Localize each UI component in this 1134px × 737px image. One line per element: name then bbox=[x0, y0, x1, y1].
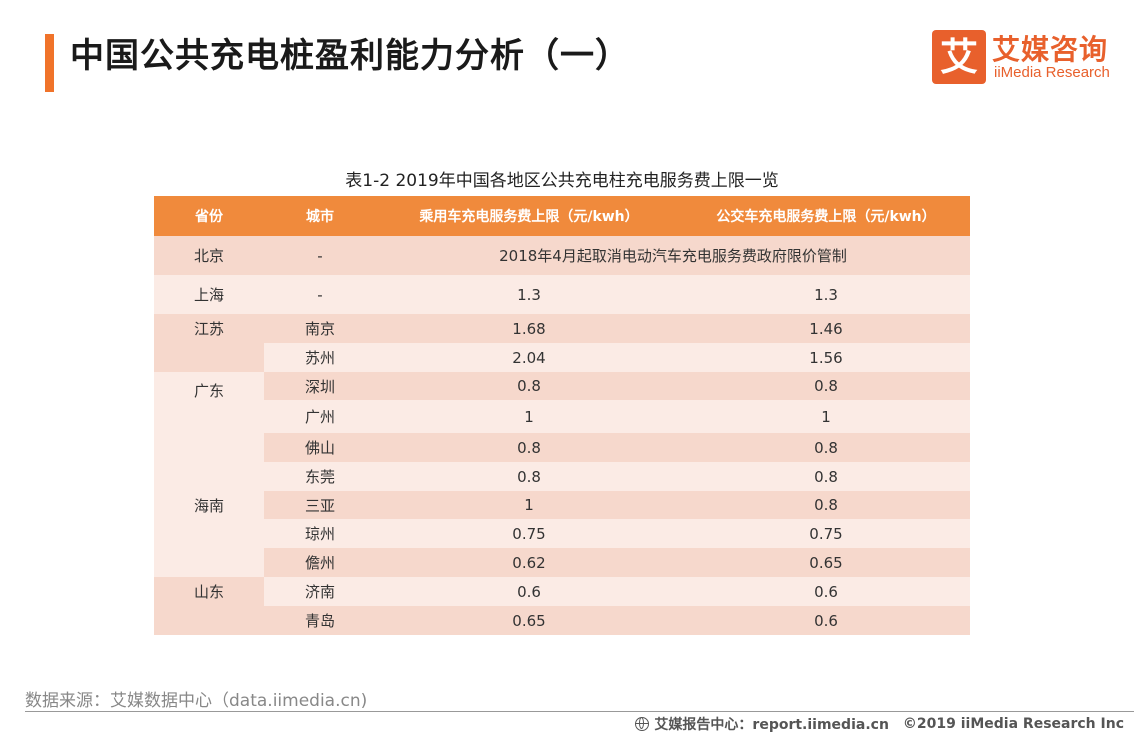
city-cell: 广州 bbox=[304, 408, 335, 426]
table-row: 北京 - 2018年4月起取消电动汽车充电服务费政府限价管制 bbox=[154, 236, 970, 275]
table-row: 佛山 0.8 0.8 bbox=[154, 433, 970, 462]
table-row: 琼州 0.75 0.75 bbox=[154, 519, 970, 548]
credit-site: 艾媒报告中心：report.iimedia.cn bbox=[654, 717, 889, 733]
bus-fee-cell: 0.65 bbox=[809, 553, 843, 572]
city-cell: 苏州 bbox=[304, 349, 335, 367]
merged-note-cell: 2018年4月起取消电动汽车充电服务费政府限价管制 bbox=[499, 247, 847, 265]
bus-fee-cell: 1.3 bbox=[814, 285, 838, 304]
passenger-fee-cell: 1.3 bbox=[517, 285, 541, 304]
table-caption: 表1-2 2019年中国各地区公共充电柱充电服务费上限一览 bbox=[345, 171, 779, 191]
province-cell: 上海 bbox=[154, 275, 264, 314]
city-cell: 三亚 bbox=[304, 496, 335, 515]
logo-chinese-name: 艾媒咨询 bbox=[992, 33, 1109, 66]
table-row: 广东 深圳 0.8 0.8 bbox=[154, 372, 970, 400]
city-cell: - bbox=[317, 285, 323, 304]
province-cell bbox=[154, 343, 264, 372]
passenger-fee-cell: 0.65 bbox=[512, 611, 546, 630]
table-row: 上海 - 1.3 1.3 bbox=[154, 275, 970, 314]
passenger-fee-cell: 2.04 bbox=[512, 348, 546, 367]
city-cell: 南京 bbox=[304, 320, 335, 338]
bus-fee-cell: 0.8 bbox=[814, 467, 838, 486]
bus-fee-cell: 0.6 bbox=[814, 582, 838, 601]
bus-fee-cell: 0.75 bbox=[809, 524, 843, 543]
column-header-city: 城市 bbox=[306, 209, 334, 225]
bus-fee-cell: 1.46 bbox=[809, 319, 843, 338]
brand-logo: 艾 艾媒咨询 iiMedia Research bbox=[932, 30, 1122, 88]
table-row: 山东 济南 0.6 0.6 bbox=[154, 577, 970, 606]
province-cell: 山东 bbox=[154, 577, 264, 606]
bus-fee-cell: 0.8 bbox=[814, 496, 838, 514]
table-row: 东莞 0.8 0.8 bbox=[154, 462, 970, 491]
province-cell bbox=[154, 548, 264, 577]
table-row: 江苏 南京 1.68 1.46 bbox=[154, 314, 970, 343]
page-title: 中国公共充电桩盈利能力分析（一） bbox=[70, 36, 630, 76]
bus-fee-cell: 0.8 bbox=[814, 438, 838, 457]
province-cell bbox=[154, 433, 264, 462]
province-cell bbox=[154, 462, 264, 491]
title-accent-bar bbox=[45, 34, 54, 92]
passenger-fee-cell: 1 bbox=[524, 496, 534, 514]
table-header-row: 省份 城市 乘用车充电服务费上限（元/kwh） 公交车充电服务费上限（元/kwh… bbox=[154, 196, 970, 236]
province-cell: 广东 bbox=[154, 372, 264, 400]
passenger-fee-cell: 0.8 bbox=[517, 467, 541, 486]
footer-credit: 艾媒报告中心：report.iimedia.cn ©2019 iiMedia R… bbox=[635, 714, 1124, 734]
province-cell bbox=[154, 400, 264, 433]
province-cell: 北京 bbox=[154, 236, 264, 275]
table-row: 苏州 2.04 1.56 bbox=[154, 343, 970, 372]
city-cell: - bbox=[317, 246, 323, 265]
province-cell bbox=[154, 606, 264, 635]
column-header-province: 省份 bbox=[195, 209, 223, 225]
city-cell: 佛山 bbox=[304, 439, 335, 457]
province-cell bbox=[154, 519, 264, 548]
passenger-fee-cell: 0.8 bbox=[517, 377, 541, 395]
province-cell: 海南 bbox=[154, 491, 264, 519]
column-header-passenger-fee: 乘用车充电服务费上限（元/kwh） bbox=[419, 209, 639, 225]
passenger-fee-cell: 0.8 bbox=[517, 438, 541, 457]
passenger-fee-cell: 1 bbox=[524, 407, 534, 426]
province-cell: 江苏 bbox=[154, 314, 264, 343]
table-row: 广州 1 1 bbox=[154, 400, 970, 433]
table-row: 海南 三亚 1 0.8 bbox=[154, 491, 970, 519]
bus-fee-cell: 0.6 bbox=[814, 611, 838, 630]
logo-mark-icon: 艾 bbox=[932, 30, 986, 84]
column-header-bus-fee: 公交车充电服务费上限（元/kwh） bbox=[716, 209, 936, 225]
city-cell: 深圳 bbox=[304, 377, 335, 396]
city-cell: 东莞 bbox=[304, 468, 335, 486]
city-cell: 儋州 bbox=[304, 554, 335, 572]
footer-divider bbox=[25, 711, 1134, 712]
bus-fee-cell: 0.8 bbox=[814, 377, 838, 395]
bus-fee-cell: 1.56 bbox=[809, 348, 843, 367]
logo-english-name: iiMedia Research bbox=[994, 64, 1110, 81]
passenger-fee-cell: 0.75 bbox=[512, 524, 546, 543]
passenger-fee-cell: 0.62 bbox=[512, 553, 546, 572]
globe-icon bbox=[635, 717, 650, 731]
passenger-fee-cell: 1.68 bbox=[512, 319, 546, 338]
table-row: 儋州 0.62 0.65 bbox=[154, 548, 970, 577]
credit-copyright: ©2019 iiMedia Research Inc bbox=[902, 716, 1124, 732]
data-source-note: 数据来源：艾媒数据中心（data.iimedia.cn) bbox=[25, 691, 368, 711]
passenger-fee-cell: 0.6 bbox=[517, 582, 541, 601]
table-row: 青岛 0.65 0.6 bbox=[154, 606, 970, 635]
city-cell: 济南 bbox=[304, 583, 335, 601]
city-cell: 琼州 bbox=[304, 525, 335, 543]
bus-fee-cell: 1 bbox=[821, 407, 831, 426]
city-cell: 青岛 bbox=[304, 612, 335, 630]
